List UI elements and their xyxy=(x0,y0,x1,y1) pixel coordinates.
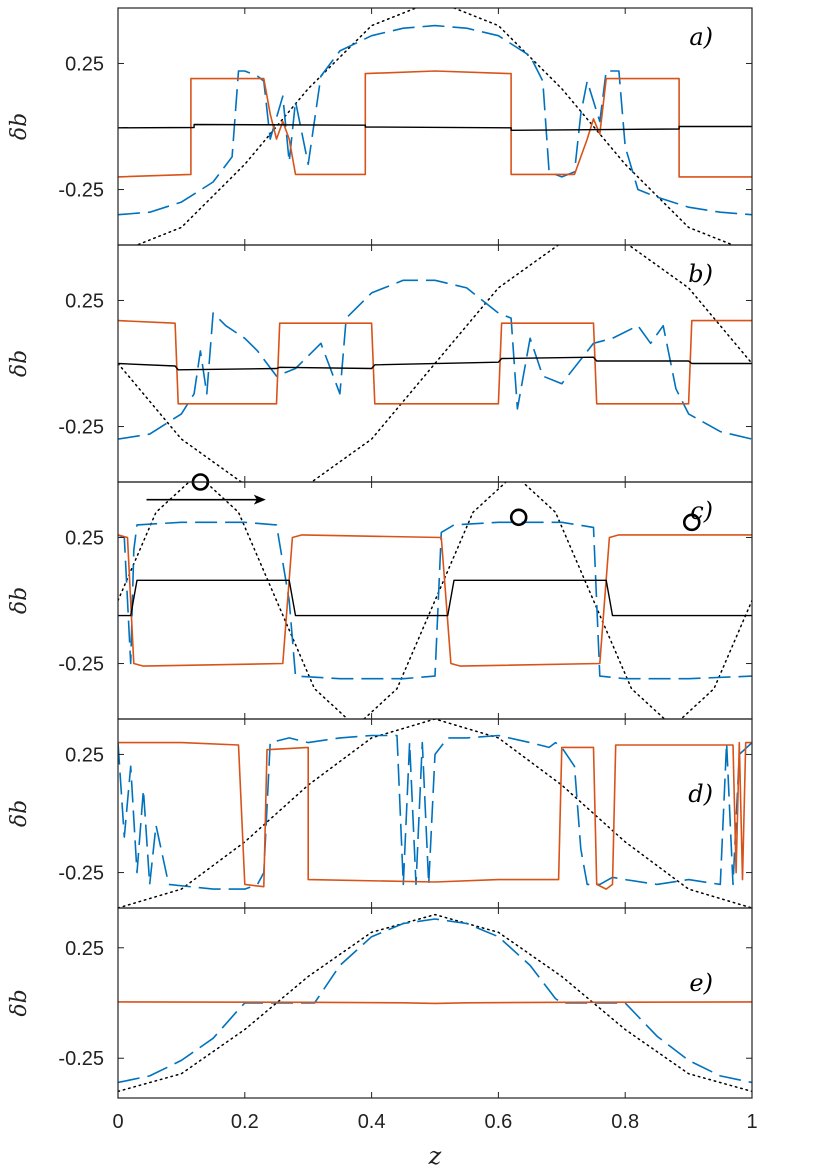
series-line-dashed-1 xyxy=(118,734,752,890)
series-line-solid-3 xyxy=(118,356,752,371)
panel-label: b) xyxy=(688,260,713,288)
x-tick-label: 0 xyxy=(112,1111,123,1133)
y-axis-label: δb xyxy=(7,800,32,827)
panel-e: 0.25 -0.25 δb e) xyxy=(7,907,753,1099)
y-axis-label: δb xyxy=(7,587,32,614)
panel-label: d) xyxy=(688,780,713,808)
series-line-solid-2 xyxy=(118,534,752,667)
x-tick-label: 0.8 xyxy=(611,1111,639,1133)
series-line-solid-2 xyxy=(118,741,752,890)
y-tick-label: -0.25 xyxy=(58,1048,104,1070)
panel-frame xyxy=(117,481,753,720)
panel-frame xyxy=(117,7,753,246)
series-group xyxy=(118,719,752,908)
series-line-dashed-1 xyxy=(118,279,752,440)
series-line-dotted-0 xyxy=(118,913,752,1093)
y-tick-label: -0.25 xyxy=(58,654,104,676)
circle-marker-1 xyxy=(509,508,528,527)
x-tick-label: 0.4 xyxy=(358,1111,386,1133)
panel-label: c) xyxy=(690,497,713,525)
series-group xyxy=(118,913,752,1093)
series-line-solid-2 xyxy=(118,1001,752,1005)
y-tick-label: 0.25 xyxy=(65,527,104,549)
series-line-dotted-0 xyxy=(135,8,735,245)
series-line-solid-3 xyxy=(118,579,752,617)
panel-d: 0.25 -0.25 δb d) xyxy=(7,718,753,909)
y-tick-label: 0.25 xyxy=(65,290,104,312)
panel-c: 0.25 -0.25 δb c) xyxy=(7,473,753,720)
panel-label: e) xyxy=(689,969,713,997)
series-line-solid-3 xyxy=(118,123,752,131)
series-line-solid-2 xyxy=(118,319,752,405)
y-tick-label: -0.25 xyxy=(58,180,104,202)
series-line-dashed-1 xyxy=(118,521,752,680)
y-tick-label: -0.25 xyxy=(58,417,104,439)
panel-frame xyxy=(117,907,753,1099)
series-group xyxy=(118,245,752,482)
series-line-dotted-0 xyxy=(118,719,752,908)
y-axis-label: δb xyxy=(7,989,32,1016)
panel-a: 0.25 -0.25 δb a) xyxy=(7,7,753,246)
y-tick-label: 0.25 xyxy=(65,938,104,960)
series-group xyxy=(118,8,752,245)
x-axis-label: z xyxy=(428,1142,442,1170)
series-line-solid-2 xyxy=(118,70,752,178)
series-line-dotted-0 xyxy=(118,482,752,719)
x-tick-label: 0.2 xyxy=(231,1111,259,1133)
y-tick-label: 0.25 xyxy=(65,53,104,75)
series-group xyxy=(118,482,752,719)
y-tick-label: 0.25 xyxy=(65,744,104,766)
x-tick-label: 0.6 xyxy=(484,1111,512,1133)
panel-b: 0.25 -0.25 δb b) xyxy=(7,244,753,483)
panel-frame xyxy=(117,718,753,909)
series-line-dashed-1 xyxy=(118,24,752,216)
series-line-dashed-1 xyxy=(118,918,752,1084)
y-axis-label: δb xyxy=(7,350,32,377)
circle-marker-2 xyxy=(682,513,701,532)
panel-label: a) xyxy=(689,23,713,51)
y-axis-label: δb xyxy=(7,113,32,140)
x-tick-label: 1 xyxy=(746,1111,757,1133)
y-tick-label: -0.25 xyxy=(58,863,104,885)
